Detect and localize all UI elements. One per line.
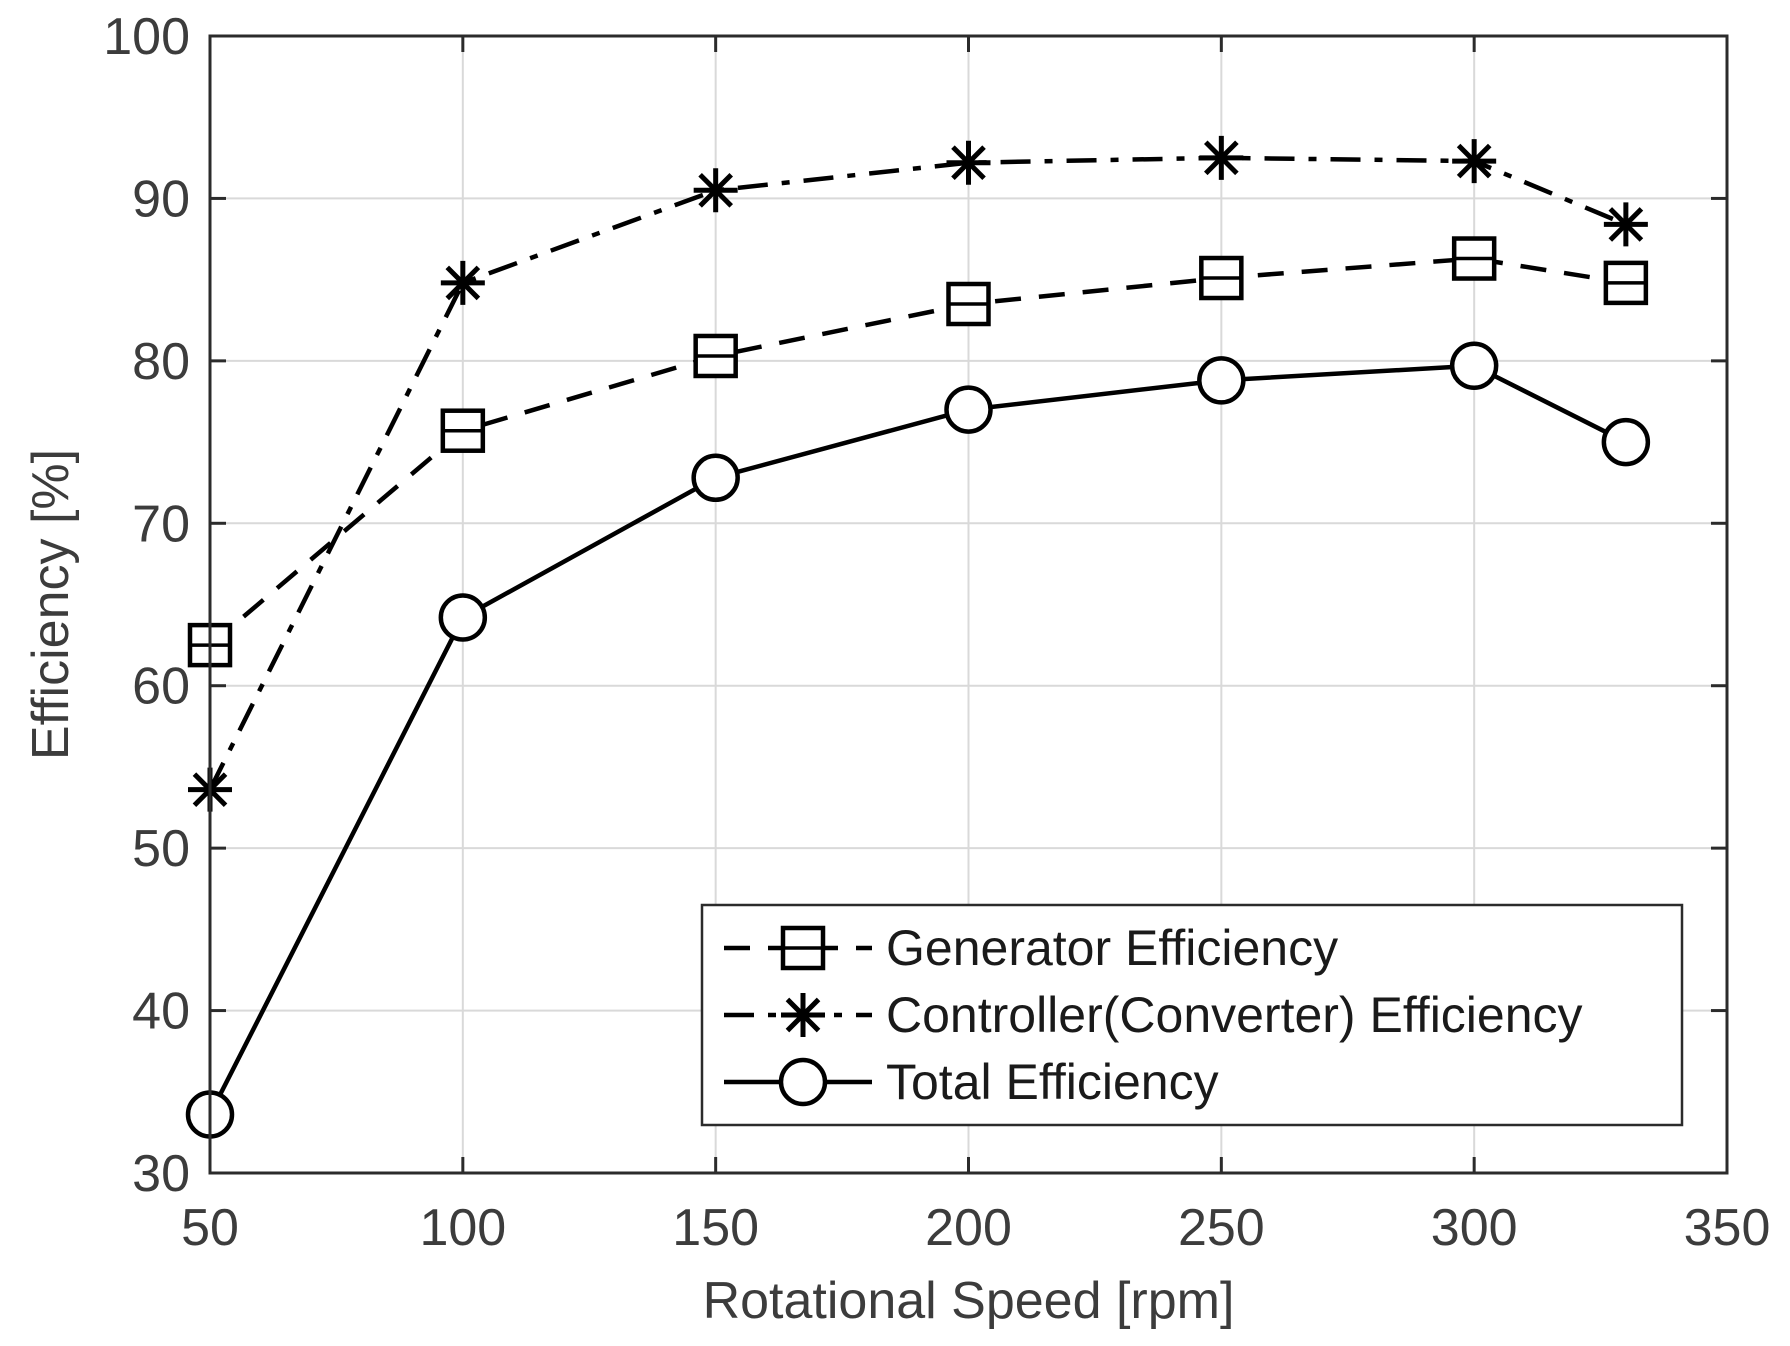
y-axis-label: Efficiency [%]	[22, 449, 80, 760]
data-point-asterisk-4	[1199, 135, 1244, 180]
legend-label-3: Total Efficiency	[886, 1054, 1219, 1110]
legend-marker-asterisk	[781, 993, 825, 1037]
legend-entry-1: Generator Efficiency	[724, 920, 1338, 976]
legend: Generator Efficiency Controller(Converter…	[700, 903, 1684, 1127]
y-tick-label: 60	[132, 658, 190, 716]
data-point-asterisk-5	[1452, 139, 1497, 184]
x-axis-label: Rotational Speed [rpm]	[703, 1272, 1235, 1330]
y-tick-label: 50	[132, 820, 190, 878]
data-point-square-1	[440, 408, 486, 453]
data-point-asterisk-1	[440, 260, 485, 305]
legend-entry-3: Total Efficiency	[724, 1054, 1219, 1110]
data-point-circle-6	[1601, 417, 1651, 467]
data-point-asterisk-3	[946, 140, 991, 185]
data-point-asterisk-6	[1603, 202, 1648, 247]
data-point-asterisk-2	[693, 168, 738, 213]
x-tick-label: 100	[419, 1199, 506, 1257]
series-layer	[185, 135, 1651, 1139]
data-point-circle-5	[1449, 341, 1499, 390]
data-point-circle-2	[691, 453, 740, 503]
y-tick-label: 70	[132, 495, 190, 553]
legend-label-1: Generator Efficiency	[886, 920, 1338, 976]
ticks: 50 100 150 200 250 300 350 30 40 50 60 70 80 90 100	[103, 8, 1770, 1257]
x-tick-label: 250	[1178, 1199, 1265, 1257]
data-point-square-3	[946, 281, 991, 327]
legend-entry-2: Controller(Converter) Efficiency	[724, 987, 1583, 1043]
legend-marker-circle	[778, 1057, 828, 1107]
y-tick-label: 40	[132, 983, 190, 1041]
x-tick-label: 200	[925, 1199, 1012, 1257]
y-tick-label: 80	[132, 333, 190, 391]
x-tick-label: 300	[1431, 1199, 1518, 1257]
series-line-1	[208, 256, 1627, 647]
legend-label-2: Controller(Converter) Efficiency	[886, 987, 1583, 1043]
y-tick-label: 90	[132, 170, 190, 228]
legend-marker-square	[780, 925, 826, 971]
x-tick-label: 50	[181, 1199, 239, 1257]
x-tick-label: 350	[1684, 1199, 1771, 1257]
y-tick-label: 100	[103, 8, 190, 66]
data-point-square-6	[1603, 260, 1649, 306]
data-point-square-4	[1199, 255, 1244, 301]
y-tick-label: 30	[132, 1145, 190, 1203]
data-point-square-2	[693, 333, 738, 379]
data-point-circle-3	[944, 385, 993, 434]
data-point-square-5	[1451, 236, 1497, 281]
data-point-circle-4	[1197, 356, 1246, 405]
data-point-circle-1	[438, 593, 488, 642]
x-tick-label: 150	[672, 1199, 759, 1257]
